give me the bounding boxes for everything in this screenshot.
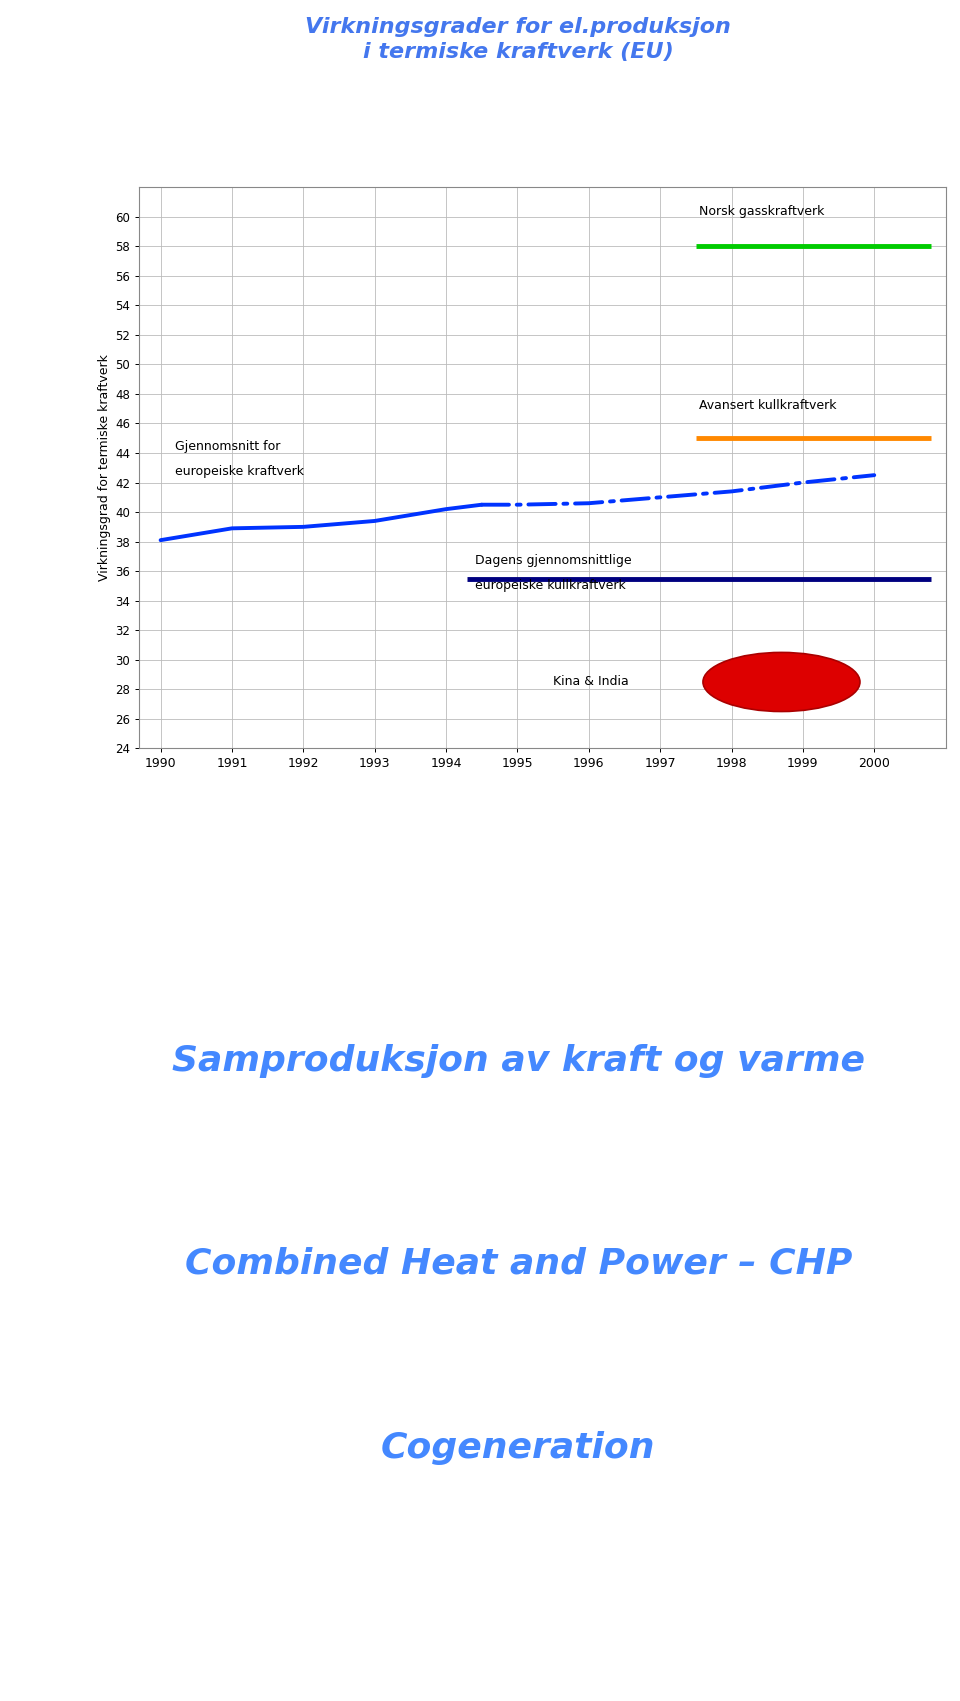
Text: europeiske kraftverk: europeiske kraftverk [175,464,304,478]
Text: Combined Heat and Power – CHP: Combined Heat and Power – CHP [184,1247,852,1281]
Text: Gjennomsnitt for: Gjennomsnitt for [175,441,280,452]
Text: Samproduksjon av kraft og varme: Samproduksjon av kraft og varme [172,1044,865,1078]
Text: Norsk gasskraftverk: Norsk gasskraftverk [700,206,825,218]
FancyBboxPatch shape [8,34,48,117]
FancyBboxPatch shape [8,893,48,976]
Y-axis label: Virkningsgrad for termiske kraftverk: Virkningsgrad for termiske kraftverk [98,354,111,582]
Text: T: T [24,1180,32,1194]
Text: N: N [23,381,33,395]
Text: Bolland: Bolland [12,816,43,825]
Text: N: N [23,1240,33,1254]
Text: Virkningsgrader for el.produksjon
i termiske kraftverk (EU): Virkningsgrader for el.produksjon i term… [305,17,732,61]
Text: 35: 35 [21,791,35,801]
Text: Bolland: Bolland [12,1675,43,1684]
Text: Cogeneration: Cogeneration [381,1432,656,1465]
Text: Avansert kullkraftverk: Avansert kullkraftverk [700,398,837,412]
Text: U: U [23,441,33,452]
Text: N: N [23,1123,33,1135]
Text: europeiske kullkraftverk: europeiske kullkraftverk [474,578,625,592]
Text: Dagens gjennomsnittlige: Dagens gjennomsnittlige [474,555,632,566]
Text: 36: 36 [21,1650,35,1660]
Text: T: T [24,321,32,335]
Text: U: U [23,1300,33,1311]
Text: Kina & India: Kina & India [553,675,629,689]
Text: N: N [23,264,33,276]
Ellipse shape [703,653,860,711]
